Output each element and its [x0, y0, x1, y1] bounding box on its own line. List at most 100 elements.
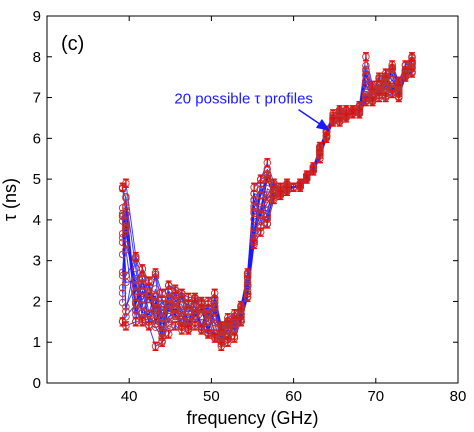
profile-marker [122, 313, 130, 321]
profile-marker [256, 192, 265, 200]
y-tick-label: 9 [33, 8, 41, 25]
profile-marker [164, 293, 173, 302]
y-axis-title: τ (ns) [0, 178, 20, 221]
errorbar-layer [119, 52, 415, 351]
profile-marker [191, 306, 199, 315]
profile-marker [132, 282, 140, 291]
profile-marker [164, 319, 173, 328]
profile-marker [184, 316, 193, 325]
profile-marker [263, 206, 272, 215]
profile-marker [118, 233, 127, 242]
profile-marker [118, 268, 127, 277]
y-tick-label: 3 [33, 253, 41, 270]
profile-marker [250, 215, 258, 223]
profile-marker [250, 207, 258, 216]
profile-marker [138, 279, 147, 287]
x-tick-label: 80 [450, 388, 467, 405]
y-tick-label: 1 [33, 334, 41, 351]
profile-marker [171, 304, 179, 313]
y-tick-label: 0 [33, 375, 41, 392]
profile-marker [132, 264, 140, 273]
profile-marker [250, 229, 258, 237]
x-tick-label: 60 [285, 388, 302, 405]
x-tick-label: 50 [203, 388, 220, 405]
annotation-text: 20 possible τ profiles [174, 91, 313, 108]
profile-marker [243, 282, 252, 291]
profile-marker [243, 280, 252, 289]
y-tick-label: 7 [33, 90, 41, 107]
profile-marker [122, 194, 130, 202]
profile-marker [122, 307, 130, 316]
axis-ticks-layer: 40 50 60 70 80 0 1 2 3 4 5 6 7 8 9 [33, 8, 467, 405]
profile-marker [256, 211, 265, 219]
profile-marker [118, 283, 127, 292]
profile-marker [118, 250, 127, 259]
profile-marker [250, 227, 258, 235]
profile-marker [210, 307, 219, 315]
profile-marker [263, 199, 272, 207]
y-tick-label: 4 [33, 212, 41, 229]
profile-marker [158, 327, 166, 336]
x-axis-title: frequency (GHz) [186, 408, 318, 428]
profile-marker [263, 175, 272, 184]
profile-marker [362, 77, 370, 85]
profile-marker [362, 71, 370, 79]
plot-frame [46, 15, 459, 384]
profile-marker [138, 273, 147, 282]
y-tick-label: 6 [33, 130, 41, 147]
profile-marker [122, 303, 130, 311]
annotation-arrow [298, 109, 331, 131]
profile-marker [122, 203, 130, 212]
profile-marker [138, 308, 147, 317]
y-tick-label: 5 [33, 171, 41, 188]
profile-marker [224, 325, 232, 333]
profile-marker [171, 310, 179, 319]
profile-marker [151, 293, 160, 301]
profile-marker [362, 80, 370, 88]
panel-label: (c) [61, 33, 84, 55]
x-tick-label: 70 [367, 388, 384, 405]
profile-marker [122, 201, 130, 210]
profile-marker [230, 320, 239, 329]
profile-marker [145, 310, 153, 319]
profile-marker [122, 241, 130, 249]
profile-marker [362, 61, 370, 70]
x-tick-label: 40 [121, 388, 138, 405]
profile-marker [388, 76, 396, 84]
profile-marker [145, 295, 153, 304]
profile-marker [408, 61, 416, 69]
profile-marker [132, 298, 140, 306]
profile-marker [191, 309, 199, 318]
profile-marker [118, 217, 127, 225]
profile-marker [145, 289, 153, 298]
profile-marker [118, 211, 127, 220]
profile-marker [210, 299, 219, 307]
profile-marker [118, 271, 127, 280]
annotation: 20 possible τ profiles [174, 91, 331, 131]
profile-marker [132, 306, 140, 314]
profile-marker [210, 315, 219, 324]
profile-marker [122, 227, 130, 236]
profile-marker [164, 299, 173, 307]
profile-marker [158, 314, 166, 323]
profile-marker [151, 299, 160, 307]
profile-marker [243, 278, 252, 286]
profile-marker [178, 307, 186, 315]
profile-marker [362, 65, 370, 74]
y-tick-label: 2 [33, 293, 41, 310]
y-tick-label: 8 [33, 49, 41, 66]
profile-marker [151, 323, 160, 331]
profile-marker [158, 309, 166, 317]
profile-marker [151, 285, 160, 293]
profile-marker [250, 204, 258, 212]
profile-marker [122, 224, 130, 233]
profile-marker [381, 81, 390, 89]
profile-marker [158, 306, 166, 314]
profile-marker [118, 209, 127, 218]
profile-marker [118, 289, 127, 297]
profile-marker [191, 312, 199, 321]
profile-marker [178, 312, 186, 321]
profile-marker [263, 185, 272, 193]
profile-marker [263, 173, 272, 182]
